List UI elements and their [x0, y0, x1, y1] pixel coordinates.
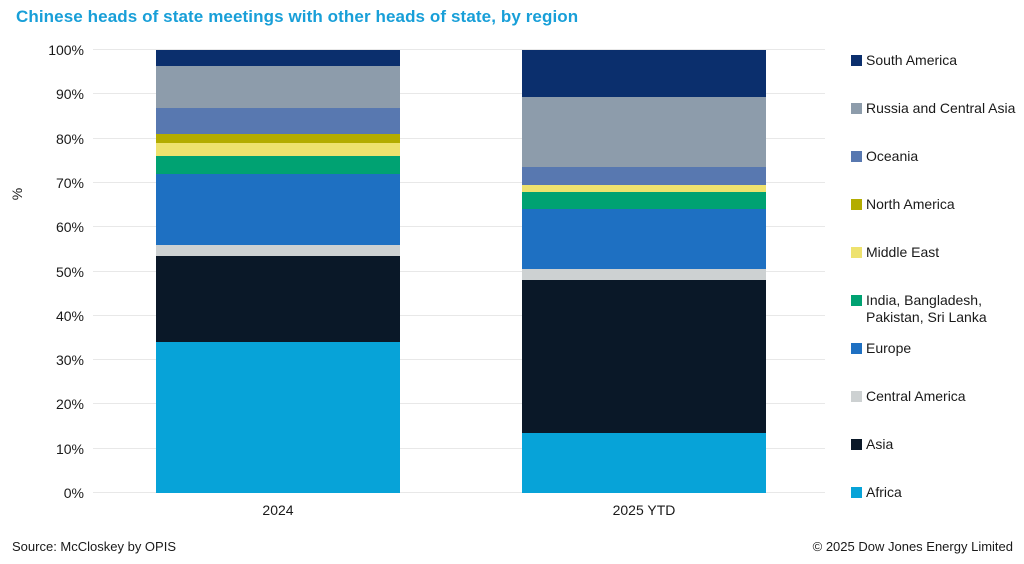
legend-item-africa: Africa — [851, 484, 1019, 501]
page-title: Chinese heads of state meetings with oth… — [16, 7, 579, 26]
legend-swatch-europe — [851, 343, 862, 354]
y-tick-label: 60% — [55, 219, 84, 236]
bar-segment-asia — [522, 280, 766, 434]
gridline — [93, 359, 825, 361]
gridline — [93, 403, 825, 405]
bar-segment-asia — [156, 255, 400, 343]
bar-segment-middle-east — [522, 185, 766, 192]
bar-segment-central-america — [156, 244, 400, 256]
legend-swatch-russia-and-central-asia — [851, 103, 862, 114]
gridline — [93, 447, 825, 449]
legend-swatch-africa — [851, 487, 862, 498]
bar-segment-oceania — [522, 167, 766, 186]
y-tick-label: 40% — [55, 307, 84, 324]
bar-segment-central-america — [522, 269, 766, 281]
bar-segment-south-america — [156, 50, 400, 66]
bar-segment-russia-and-central-asia — [522, 96, 766, 168]
x-axis-label-2025-ytd: 2025 YTD — [612, 502, 676, 518]
gridline — [93, 226, 825, 228]
y-tick-label: 10% — [55, 440, 84, 457]
legend-item-central-america: Central America — [851, 388, 1019, 405]
legend-item-russia-and-central-asia: Russia and Central Asia — [851, 100, 1019, 117]
x-axis-labels: 2024 2025 YTD — [0, 502, 1024, 520]
bar-segment-africa — [156, 342, 400, 493]
y-tick-label: 0% — [63, 485, 84, 501]
y-tick-label: 80% — [55, 130, 84, 147]
bar-segment-south-america — [522, 50, 766, 97]
bar-2025-ytd — [522, 50, 766, 493]
y-tick-label: 70% — [55, 174, 84, 191]
bar-segment-north-america — [156, 134, 400, 144]
legend-item-europe: Europe — [851, 340, 1019, 357]
legend-item-middle-east: Middle East — [851, 244, 1019, 261]
bar-2024 — [156, 50, 400, 493]
legend-label: North America — [866, 196, 955, 212]
legend-swatch-north-america — [851, 199, 862, 210]
legend-item-asia: Asia — [851, 436, 1019, 453]
copyright-note: © 2025 Dow Jones Energy Limited — [812, 539, 1013, 554]
legend-label: India, Bangladesh, Pakistan, Sri Lanka — [866, 292, 987, 325]
bar-segment-africa — [522, 433, 766, 493]
y-axis-ticks: 0% 10% 20% 30% 40% 50% 60% 70% 80% 90% 100% — [0, 42, 84, 501]
legend-label: Africa — [866, 484, 902, 500]
bar-segment-india-bangladesh-pakistan-sri-lanka — [156, 156, 400, 175]
legend-swatch-oceania — [851, 151, 862, 162]
gridline — [93, 492, 825, 493]
plot-area — [93, 49, 825, 493]
bar-segment-europe — [522, 209, 766, 270]
gridline — [93, 93, 825, 95]
legend-swatch-middle-east — [851, 247, 862, 258]
x-axis-label-2024: 2024 — [262, 502, 294, 518]
legend-label: Europe — [866, 340, 912, 356]
gridline — [93, 49, 825, 50]
legend-label: Asia — [866, 436, 894, 452]
legend-label: Russia and Central Asia — [866, 100, 1016, 116]
legend-label: Middle East — [866, 244, 940, 260]
source-note: Source: McCloskey by OPIS — [12, 539, 176, 554]
gridline — [93, 181, 825, 183]
legend-item-north-america: North America — [851, 196, 1019, 213]
y-tick-label: 50% — [55, 263, 84, 280]
gridline — [93, 270, 825, 272]
y-tick-label: 30% — [55, 352, 84, 369]
bar-segment-russia-and-central-asia — [156, 65, 400, 108]
y-tick-label: 90% — [55, 86, 84, 103]
legend-item-oceania: Oceania — [851, 148, 1019, 165]
legend-item-india-bangladesh-pakistan-sri-lanka: India, Bangladesh, Pakistan, Sri Lanka — [851, 292, 1019, 326]
legend-label: South America — [866, 52, 958, 68]
bar-segment-middle-east — [156, 143, 400, 157]
gridline — [93, 137, 825, 139]
legend-swatch-asia — [851, 439, 862, 450]
gridline — [93, 314, 825, 316]
legend-label: Central America — [866, 388, 966, 404]
legend-swatch-central-america — [851, 391, 862, 402]
legend-item-south-america: South America — [851, 52, 1019, 69]
bar-segment-europe — [156, 174, 400, 245]
bar-segment-oceania — [156, 107, 400, 135]
legend-label: Oceania — [866, 148, 919, 164]
bar-segment-india-bangladesh-pakistan-sri-lanka — [522, 191, 766, 210]
legend-swatch-south-america — [851, 55, 862, 66]
y-tick-label: 20% — [55, 396, 84, 413]
legend-swatch-india-bangladesh-pakistan-sri-lanka — [851, 295, 862, 306]
y-tick-label: 100% — [48, 42, 84, 58]
